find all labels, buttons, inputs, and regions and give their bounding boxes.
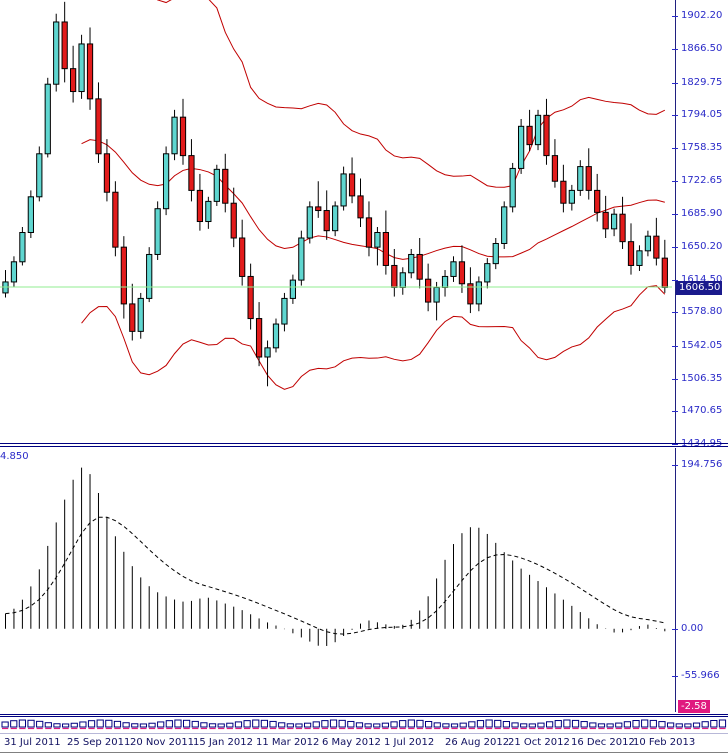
date-axis-label: 26 Aug 2012 — [445, 737, 510, 748]
date-axis-label: 15 Jan 2012 — [193, 737, 253, 748]
candlestick-series — [2, 1, 668, 387]
date-axis-label: 6 May 2012 — [322, 737, 381, 748]
price-tick-label: 1794.05 — [681, 109, 723, 121]
current-price-badge: 1606.50 — [676, 280, 723, 295]
navigator-border-top — [0, 714, 728, 715]
indicator-axis-line — [675, 448, 676, 712]
price-tick-mark — [672, 345, 678, 347]
indicator-panel[interactable] — [0, 448, 672, 712]
bollinger-lower-band — [81, 285, 666, 390]
price-tick-mark — [672, 279, 678, 281]
date-axis-label: 31 Jul 2011 — [4, 737, 61, 748]
price-tick-mark — [672, 444, 678, 445]
price-tick-mark — [672, 115, 678, 117]
price-tick-mark — [672, 378, 678, 380]
price-axis[interactable]: 1902.20 1866.50 1829.75 1794.05 1758.35 1722.… — [672, 0, 728, 449]
price-tick-label: 1614.50 — [681, 273, 723, 285]
price-tick-label: 1722.65 — [681, 174, 723, 186]
indicator-plot-canvas[interactable] — [0, 448, 672, 712]
panel-divider[interactable] — [0, 443, 728, 448]
date-axis-label: 10 Feb 2013 — [633, 737, 696, 748]
price-tick-label: 1902.20 — [681, 10, 723, 22]
price-panel[interactable] — [0, 0, 672, 444]
date-axis-label: 20 Nov 2011 — [130, 737, 195, 748]
price-tick-mark — [672, 180, 678, 182]
price-tick-mark — [672, 214, 678, 216]
indicator-current-value-badge: -2.58 — [678, 700, 710, 713]
price-tick-label: 1542.05 — [681, 339, 723, 351]
indicator-value-label: 4.850 — [0, 451, 29, 462]
price-tick-label: 1650.20 — [681, 240, 723, 252]
histogram-bars — [4, 467, 666, 646]
price-plot-canvas[interactable] — [0, 0, 672, 444]
price-tick-mark — [672, 16, 678, 18]
indicator-tick-label: 194.756 — [681, 459, 723, 471]
indicator-tick-label: 0.00 — [681, 622, 704, 634]
bollinger-upper-band — [156, 0, 666, 188]
date-axis-label: 1 Jul 2012 — [384, 737, 435, 748]
price-tick-label: 1578.80 — [681, 306, 723, 318]
date-axis-label: 11 Mar 2012 — [256, 737, 320, 748]
indicator-axis[interactable]: 194.756 0.00 -55.966 -2.58 — [672, 448, 728, 713]
navigator-border-bottom — [0, 716, 728, 717]
price-tick-mark — [672, 147, 678, 149]
price-tick-label: 1506.35 — [681, 372, 723, 384]
date-axis-label: 16 Dec 2012 — [571, 737, 635, 748]
window-bottom-rule — [0, 752, 728, 753]
price-tick-label: 1470.65 — [681, 405, 723, 417]
indicator-tick-mark — [672, 628, 678, 630]
indicator-tick-mark — [672, 465, 678, 467]
price-tick-mark — [672, 312, 678, 314]
price-tick-label: 1829.75 — [681, 76, 723, 88]
date-axis[interactable]: 31 Jul 2011 25 Sep 2011 20 Nov 2011 15 Jan … — [0, 733, 728, 756]
price-axis-line — [675, 0, 676, 444]
price-tick-mark — [672, 48, 678, 50]
signal-line — [5, 516, 665, 635]
bollinger-middle-band — [81, 139, 665, 260]
price-tick-label: 1685.90 — [681, 208, 723, 220]
chart-navigator[interactable] — [0, 714, 728, 734]
price-tick-label: 1866.50 — [681, 42, 723, 54]
divider-line-bottom — [0, 446, 728, 447]
navigator-bars — [1, 719, 727, 730]
date-axis-label: 21 Oct 2012 — [508, 737, 570, 748]
price-tick-mark — [672, 246, 678, 248]
indicator-tick-mark — [672, 675, 678, 677]
date-axis-label: 25 Sep 2011 — [67, 737, 131, 748]
divider-line-top — [0, 443, 728, 444]
price-tick-label: 1758.35 — [681, 141, 723, 153]
indicator-tick-label: -55.966 — [681, 669, 720, 681]
price-tick-mark — [672, 411, 678, 413]
navigator-canvas[interactable] — [0, 717, 728, 734]
price-tick-mark — [672, 82, 678, 84]
